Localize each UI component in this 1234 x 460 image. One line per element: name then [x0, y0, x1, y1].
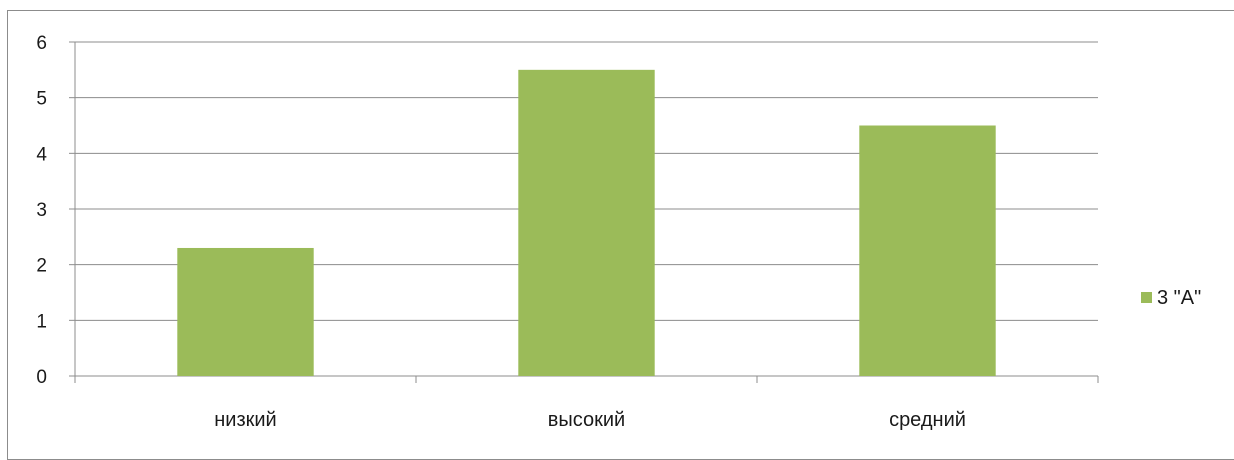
x-tick-labels: низкий высокий средний	[214, 409, 966, 431]
bar-1	[518, 70, 654, 376]
x-category-label: средний	[889, 409, 966, 431]
x-category-label: высокий	[548, 409, 625, 431]
x-category-label: низкий	[214, 409, 276, 431]
y-tick-labels: 0 1 2 3 4 5 6	[36, 33, 47, 388]
bars	[177, 70, 995, 376]
y-tick-label: 1	[36, 311, 47, 332]
y-tick-label: 4	[36, 144, 47, 165]
legend: 3 "А"	[1141, 287, 1201, 309]
legend-swatch	[1141, 292, 1152, 303]
legend-label: 3 "А"	[1157, 287, 1201, 309]
y-tick-label: 6	[36, 33, 47, 54]
y-tick-label: 2	[36, 256, 47, 277]
y-tick-label: 0	[36, 367, 47, 388]
bar-0	[177, 248, 313, 376]
y-tick-label: 3	[36, 200, 47, 221]
bar-2	[859, 126, 995, 377]
y-tick-label: 5	[36, 89, 47, 110]
